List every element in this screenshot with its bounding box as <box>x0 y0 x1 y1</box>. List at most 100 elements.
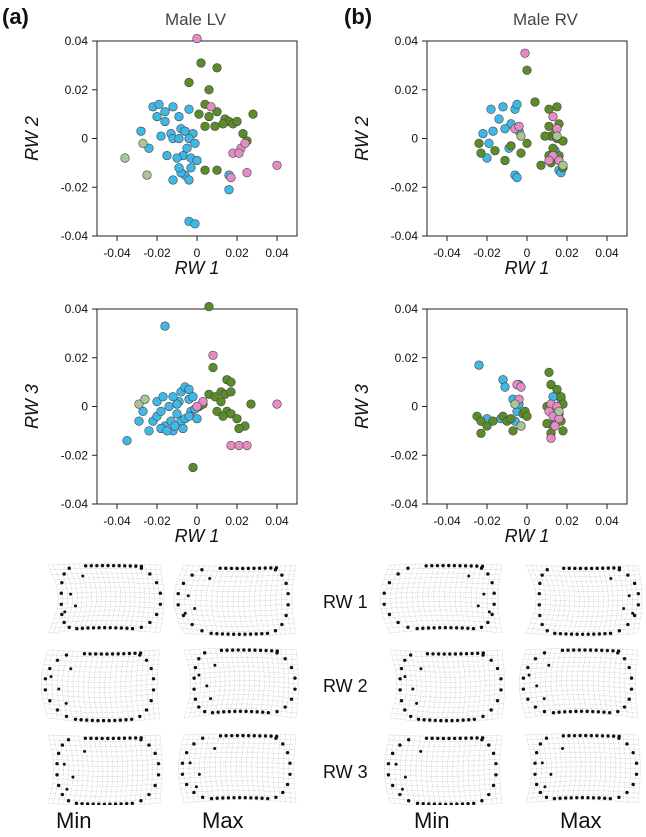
outline-landmark <box>244 710 247 713</box>
outline-landmark <box>421 627 424 630</box>
data-point-green <box>219 120 228 129</box>
y-tick-label: 0 <box>411 400 418 414</box>
outline-landmark <box>406 626 409 629</box>
data-point-green <box>189 463 198 472</box>
data-point-green <box>233 414 242 423</box>
data-point-blue <box>163 151 172 160</box>
outline-landmark <box>222 710 225 713</box>
outline-landmark <box>176 603 179 606</box>
x-tick-label: -0.04 <box>433 246 461 260</box>
outline-landmark <box>522 687 525 690</box>
grid-line <box>477 651 481 721</box>
grid-line <box>540 649 546 715</box>
data-point-blue <box>161 322 170 331</box>
interior-landmark <box>208 577 211 580</box>
outline-landmark <box>434 719 437 722</box>
outline-landmark <box>575 633 578 636</box>
grid-line <box>215 649 221 715</box>
interior-landmark <box>213 747 216 750</box>
grid-line <box>199 734 204 801</box>
grid-line <box>411 736 416 805</box>
x-tick-label: 0.02 <box>555 246 579 260</box>
outline-landmark <box>197 705 200 708</box>
data-point-blue <box>161 117 170 126</box>
outline-landmark <box>409 715 412 718</box>
interior-landmark <box>419 667 422 670</box>
grid-line <box>226 734 230 800</box>
grid-line <box>458 736 462 805</box>
outline-landmark <box>241 734 244 737</box>
outline-landmark <box>538 603 541 606</box>
x-tick-label: -0.04 <box>103 514 131 528</box>
data-point-green <box>195 110 204 119</box>
outline-landmark <box>441 564 444 567</box>
interior-landmark <box>543 785 546 788</box>
outline-landmark <box>185 751 188 754</box>
grid-line <box>120 652 124 722</box>
grid-line <box>390 650 397 718</box>
outline-landmark <box>48 699 51 702</box>
data-point-green <box>211 122 220 131</box>
warp-grid-cell <box>380 564 502 633</box>
outline-landmark <box>579 567 582 570</box>
warp-grid-cell <box>48 735 162 805</box>
outline-landmark <box>101 564 104 567</box>
grid-line <box>390 650 502 652</box>
outline-landmark <box>95 737 98 740</box>
outline-landmark <box>128 652 131 655</box>
outline-landmark <box>421 802 424 805</box>
grid-line <box>526 800 638 803</box>
outline-landmark <box>415 627 418 630</box>
outline-landmark <box>557 710 560 713</box>
grid-line <box>45 708 159 712</box>
outline-landmark <box>449 626 452 629</box>
data-point-blue <box>155 100 164 109</box>
grid-line <box>178 735 184 803</box>
data-point-blue <box>179 424 188 433</box>
outline-landmark <box>68 566 71 569</box>
outline-landmark <box>433 802 436 805</box>
outline-landmark <box>562 567 565 570</box>
outline-landmark <box>470 652 473 655</box>
outline-landmark <box>243 633 246 636</box>
outline-landmark <box>114 626 117 629</box>
outline-landmark <box>573 734 576 737</box>
outline-landmark <box>97 803 100 805</box>
y-tick-label: 0.02 <box>395 351 419 365</box>
interior-landmark <box>209 697 212 700</box>
outline-landmark <box>139 738 142 741</box>
y-tick-label: -0.04 <box>61 229 89 243</box>
outline-landmark <box>67 738 70 741</box>
data-point-green <box>205 302 214 311</box>
outline-landmark <box>470 564 473 567</box>
outline-landmark <box>437 652 440 655</box>
interior-landmark <box>184 612 187 615</box>
outline-landmark <box>274 629 277 632</box>
outline-landmark <box>597 710 600 713</box>
outline-landmark <box>444 803 447 805</box>
outline-landmark <box>432 626 435 629</box>
data-point-pink <box>551 422 560 431</box>
outline-landmark <box>545 736 548 739</box>
interior-landmark <box>197 674 200 677</box>
outline-landmark <box>274 796 277 799</box>
outline-landmark <box>84 564 87 567</box>
outline-landmark <box>630 676 633 679</box>
interior-landmark <box>81 574 84 577</box>
interior-landmark <box>535 684 538 687</box>
outline-landmark <box>570 632 573 635</box>
outline-landmark <box>103 626 106 629</box>
grid-line <box>461 652 465 723</box>
grid-line <box>635 650 638 718</box>
data-point-green <box>213 64 222 73</box>
outline-landmark <box>86 626 89 629</box>
grid-line <box>41 650 48 718</box>
data-point-blue <box>501 124 510 133</box>
outline-landmark <box>157 762 160 765</box>
data-point-blue <box>173 154 182 163</box>
interior-landmark <box>69 667 72 670</box>
outline-landmark <box>244 796 247 799</box>
outline-landmark <box>95 564 98 567</box>
outline-landmark <box>80 802 83 805</box>
grid-line <box>598 648 602 714</box>
